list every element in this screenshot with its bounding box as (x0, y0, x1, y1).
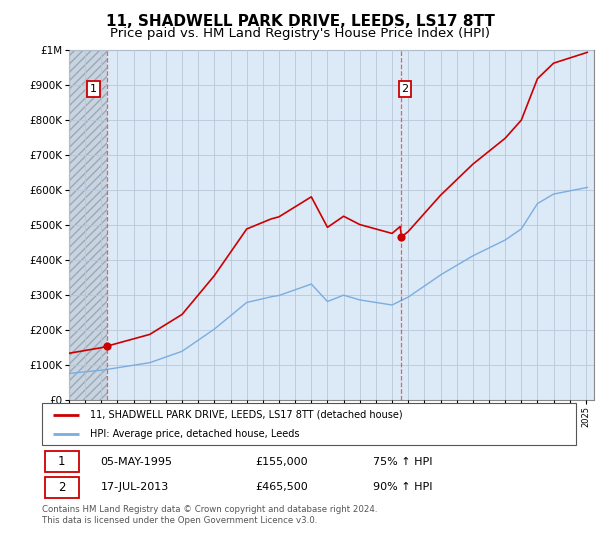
Text: 11, SHADWELL PARK DRIVE, LEEDS, LS17 8TT (detached house): 11, SHADWELL PARK DRIVE, LEEDS, LS17 8TT… (90, 409, 403, 419)
Point (102, 342, 112, 351)
Text: £465,500: £465,500 (256, 482, 308, 492)
Text: 90% ↑ HPI: 90% ↑ HPI (373, 482, 433, 492)
Point (396, 233, 406, 242)
Text: 1: 1 (58, 455, 65, 468)
Text: 75% ↑ HPI: 75% ↑ HPI (373, 457, 433, 467)
Text: Contains HM Land Registry data © Crown copyright and database right 2024.
This d: Contains HM Land Registry data © Crown c… (42, 505, 377, 525)
Text: 05-MAY-1995: 05-MAY-1995 (101, 457, 173, 467)
Text: 11, SHADWELL PARK DRIVE, LEEDS, LS17 8TT: 11, SHADWELL PARK DRIVE, LEEDS, LS17 8TT (106, 14, 494, 29)
Text: 2: 2 (58, 481, 65, 494)
Text: £155,000: £155,000 (256, 457, 308, 467)
Bar (69, 50, 107, 400)
Text: 1: 1 (90, 84, 97, 94)
Text: 2: 2 (401, 84, 409, 94)
Bar (44, 477, 79, 498)
Bar (44, 451, 79, 473)
Text: HPI: Average price, detached house, Leeds: HPI: Average price, detached house, Leed… (90, 429, 299, 439)
Text: Price paid vs. HM Land Registry's House Price Index (HPI): Price paid vs. HM Land Registry's House … (110, 27, 490, 40)
Text: 17-JUL-2013: 17-JUL-2013 (101, 482, 169, 492)
